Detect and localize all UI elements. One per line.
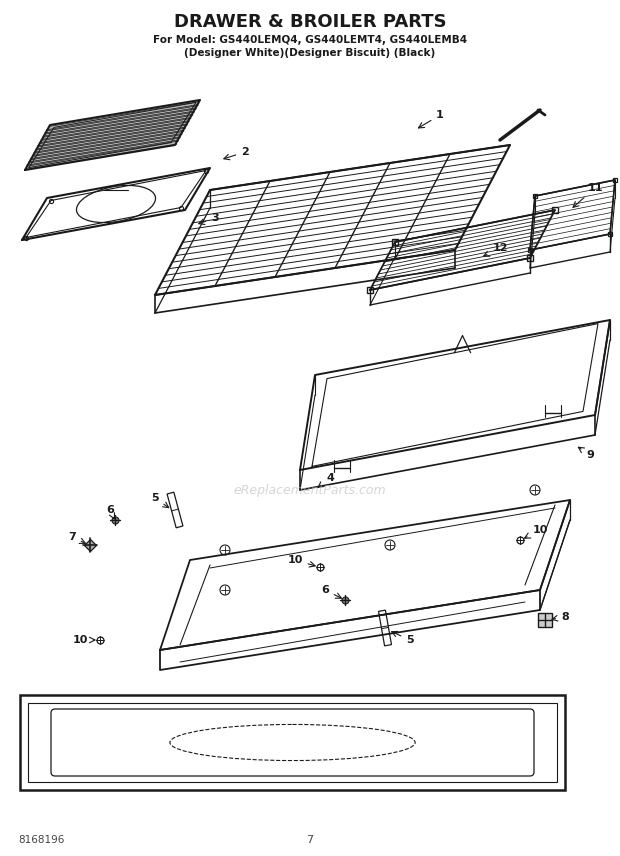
Polygon shape (41, 115, 191, 144)
Text: 9: 9 (578, 447, 594, 460)
Text: (Designer White)(Designer Biscuit) (Black): (Designer White)(Designer Biscuit) (Blac… (184, 48, 436, 58)
Polygon shape (27, 140, 177, 169)
Polygon shape (43, 111, 193, 140)
Polygon shape (32, 131, 182, 159)
Text: 11: 11 (573, 183, 603, 207)
Bar (379, 610, 391, 645)
Text: 7: 7 (68, 532, 86, 544)
Polygon shape (45, 108, 195, 137)
Polygon shape (37, 121, 187, 150)
Text: For Model: GS440LEMQ4, GS440LEMT4, GS440LEMB4: For Model: GS440LEMQ4, GS440LEMT4, GS440… (153, 35, 467, 45)
Text: 10: 10 (73, 635, 95, 645)
Text: 8: 8 (552, 612, 569, 622)
Polygon shape (46, 104, 197, 134)
Polygon shape (36, 124, 186, 153)
Text: 10: 10 (525, 525, 547, 538)
Text: 10: 10 (287, 555, 315, 567)
Polygon shape (29, 137, 179, 166)
Text: 3: 3 (199, 213, 219, 224)
Text: eReplacementParts.com: eReplacementParts.com (234, 484, 386, 496)
Text: 6: 6 (106, 505, 115, 519)
Bar (167, 492, 183, 528)
Polygon shape (34, 128, 184, 157)
Polygon shape (30, 134, 180, 163)
Text: 5: 5 (151, 493, 169, 508)
Text: 2: 2 (224, 147, 249, 160)
Text: 5: 5 (392, 632, 414, 645)
Text: DRAWER & BROILER PARTS: DRAWER & BROILER PARTS (174, 13, 446, 31)
Bar (28, 703, 557, 782)
Text: 1: 1 (418, 110, 444, 128)
Text: 6: 6 (321, 585, 342, 598)
Text: 4: 4 (318, 473, 334, 487)
Text: 8168196: 8168196 (18, 835, 64, 845)
Polygon shape (39, 117, 189, 146)
Text: 12: 12 (484, 243, 508, 256)
Bar (20, 695, 565, 790)
Text: 7: 7 (306, 835, 314, 845)
Polygon shape (48, 102, 198, 131)
